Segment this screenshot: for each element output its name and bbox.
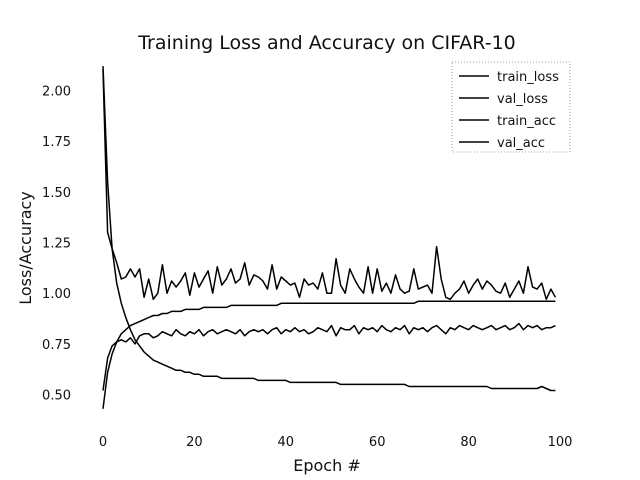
series-line-train-acc [102,300,556,409]
series-line-val-acc [102,322,556,391]
x-tick-label: 40 [278,435,295,450]
legend-label: train_acc [497,114,556,129]
x-axis-label: Epoch # [293,456,360,475]
y-tick-label: 0.75 [42,338,71,353]
chart-title: Training Loss and Accuracy on CIFAR-10 [137,32,516,54]
legend-box [451,61,571,153]
y-axis-ticks: 0.50 0.75 1.00 1.25 1.50 1.75 2.00 [42,84,71,403]
series-line-train-loss [102,66,556,392]
y-tick-label: 1.50 [42,186,71,201]
y-tick-label: 1.75 [42,135,71,150]
x-tick-label: 100 [548,435,573,450]
y-tick-label: 1.00 [42,287,71,302]
legend: train_loss val_loss train_acc val_acc [451,61,571,153]
x-tick-label: 80 [460,435,477,450]
legend-label: val_acc [497,136,545,151]
legend-label: val_loss [497,92,548,107]
y-tick-label: 2.00 [42,84,71,99]
legend-label: train_loss [497,70,559,85]
y-tick-label: 0.50 [42,389,71,404]
series-lines [102,66,557,409]
x-axis-ticks: 0 20 40 60 80 100 [99,435,573,450]
y-tick-label: 1.25 [42,237,71,252]
series-line-val-loss [102,70,557,301]
y-axis-label: Loss/Accuracy [16,191,35,305]
x-tick-label: 20 [186,435,203,450]
x-tick-label: 60 [369,435,386,450]
x-tick-label: 0 [99,435,107,450]
